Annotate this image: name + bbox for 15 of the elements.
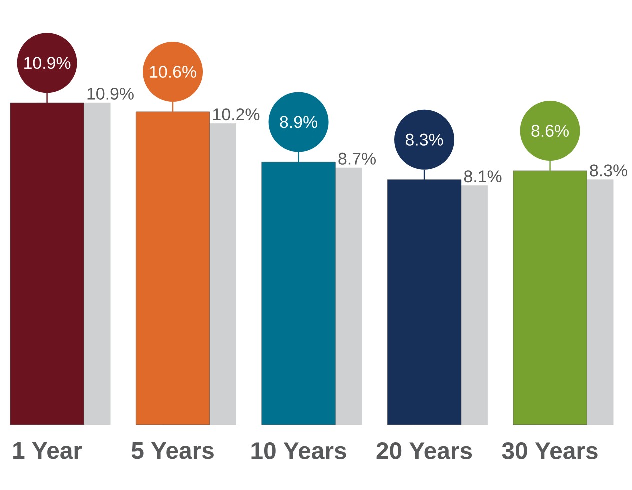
data-label: 8.3% <box>406 134 444 146</box>
data-label: 8.7% <box>338 152 376 165</box>
data-label: 10.9% <box>88 88 134 100</box>
data-label: 10.6% <box>150 66 196 78</box>
data-label: 8.6% <box>532 125 569 138</box>
data-label: 8.9% <box>280 116 318 128</box>
x-tick-label: 20 Years <box>376 442 472 460</box>
x-tick-label: 1 Year <box>14 442 82 460</box>
data-label: 8.1% <box>464 170 502 183</box>
x-tick-label: 10 Years <box>252 442 346 460</box>
data-label: 8.3% <box>590 164 628 177</box>
x-tick-label: 5 Years <box>132 442 214 460</box>
data-label: 10.2% <box>214 108 260 121</box>
x-tick-label: 30 Years <box>502 442 598 460</box>
data-label: 10.9% <box>24 57 71 70</box>
